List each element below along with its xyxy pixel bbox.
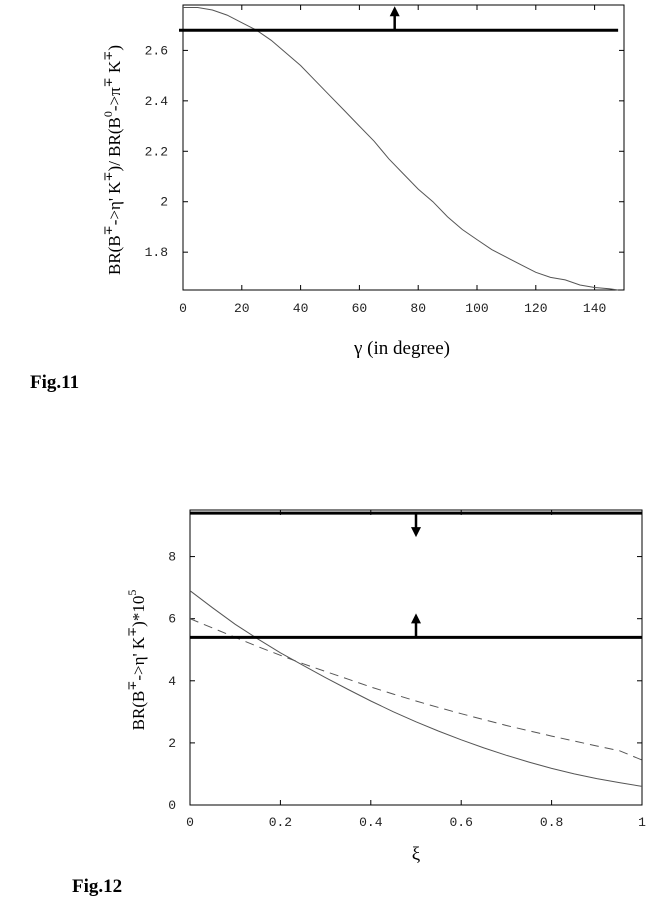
x-tick-label: 80: [410, 301, 426, 316]
fig11-ylabel-part: )/ BR(B: [105, 117, 124, 171]
fig11-ylabel-part: ->η' K: [105, 181, 124, 225]
fig12-axes-box: [189, 509, 643, 806]
fig12-x-axis-label: ξ: [412, 844, 421, 865]
fig11-bounds-group: [179, 6, 619, 32]
x-tick-label: 0.6: [449, 815, 472, 830]
fig12-ylabel-sup: ∓: [125, 681, 139, 691]
fig11-ylabel-sup: ∓: [101, 225, 115, 235]
fig12-figure-label: Fig.12: [72, 876, 122, 897]
fig11-ylabel-sup: ∓: [101, 77, 115, 87]
fig12-ylabel-sup: 5: [125, 590, 139, 596]
arrow-up-icon: [411, 613, 421, 624]
fig11-plot-frame: [182, 4, 625, 291]
y-tick-label: 0: [168, 798, 176, 813]
fig11-x-axis-label: γ (in degree): [353, 338, 450, 359]
fig11-ylabel-sup: ∓: [101, 171, 115, 181]
fig11-ylabel-sup: ∓: [101, 51, 115, 61]
x-tick-label: 140: [583, 301, 606, 316]
fig11-chart: 0 20 40 60 80 100 120 140 1.8 2 2.2 2.4 2.6 γ (in d…: [30, 4, 625, 393]
fig12-plot-frame: [189, 509, 643, 806]
fig12-y-ticks: 0 2 4 6 8: [168, 550, 642, 813]
x-tick-label: 0.2: [269, 815, 292, 830]
x-tick-label: 0.4: [359, 815, 383, 830]
fig11-y-ticks: 1.8 2 2.2 2.4 2.6: [145, 43, 624, 260]
fig11-figure-label: Fig.11: [30, 372, 79, 393]
x-tick-label: 0.8: [540, 815, 563, 830]
x-tick-label: 120: [524, 301, 547, 316]
x-tick-label: 100: [465, 301, 488, 316]
arrow-up-icon: [389, 6, 400, 17]
fig11-x-ticks: 0 20 40 60 80 100 120 140: [179, 5, 606, 316]
y-tick-label: 6: [168, 612, 176, 627]
fig12-ylabel-part: )*10: [129, 596, 148, 627]
arrow-down-icon: [411, 527, 421, 538]
y-tick-label: 8: [168, 550, 176, 565]
fig11-ylabel-part: ): [105, 45, 124, 51]
y-tick-label: 2.4: [145, 94, 169, 109]
fig12-y-axis-label: BR(B∓->η' K∓)*105: [125, 590, 148, 731]
fig12-series-group: [189, 590, 643, 787]
fig11-y-axis-label: BR(B∓->η' K∓)/ BR(B0->π∓ K∓): [101, 45, 124, 275]
x-tick-label: 20: [234, 301, 250, 316]
fig12-ylabel-part: ->η' K: [129, 636, 148, 680]
fig12-series-line-1: [189, 590, 643, 787]
fig12-ylabel-sup: ∓: [125, 627, 139, 637]
y-tick-label: 1.8: [145, 245, 168, 260]
x-tick-label: 0: [179, 301, 187, 316]
fig12-x-ticks: 0 0.2 0.4 0.6 0.8 1: [186, 510, 646, 830]
fig11-axes-box: [182, 4, 625, 291]
x-tick-label: 40: [293, 301, 309, 316]
y-tick-label: 2.2: [145, 144, 168, 159]
fig12-bounds-group: [190, 511, 642, 639]
fig11-ylabel-part: K: [105, 60, 124, 77]
x-tick-label: 0: [186, 815, 194, 830]
y-tick-label: 2: [168, 736, 176, 751]
x-tick-label: 1: [638, 815, 646, 830]
y-tick-label: 2: [160, 195, 168, 210]
y-tick-label: 2.6: [145, 43, 168, 58]
fig11-series-group: [183, 7, 619, 291]
fig11-ylabel-part: BR(B: [105, 235, 124, 275]
fig11-series-line-1: [183, 7, 619, 291]
fig11-ylabel-sup: 0: [101, 111, 115, 117]
fig11-ylabel-part: ->π: [105, 87, 124, 111]
y-tick-label: 4: [168, 674, 176, 689]
fig12-ylabel-part: BR(B: [129, 691, 148, 731]
fig12-series-line-2: [189, 618, 643, 761]
x-tick-label: 60: [352, 301, 368, 316]
